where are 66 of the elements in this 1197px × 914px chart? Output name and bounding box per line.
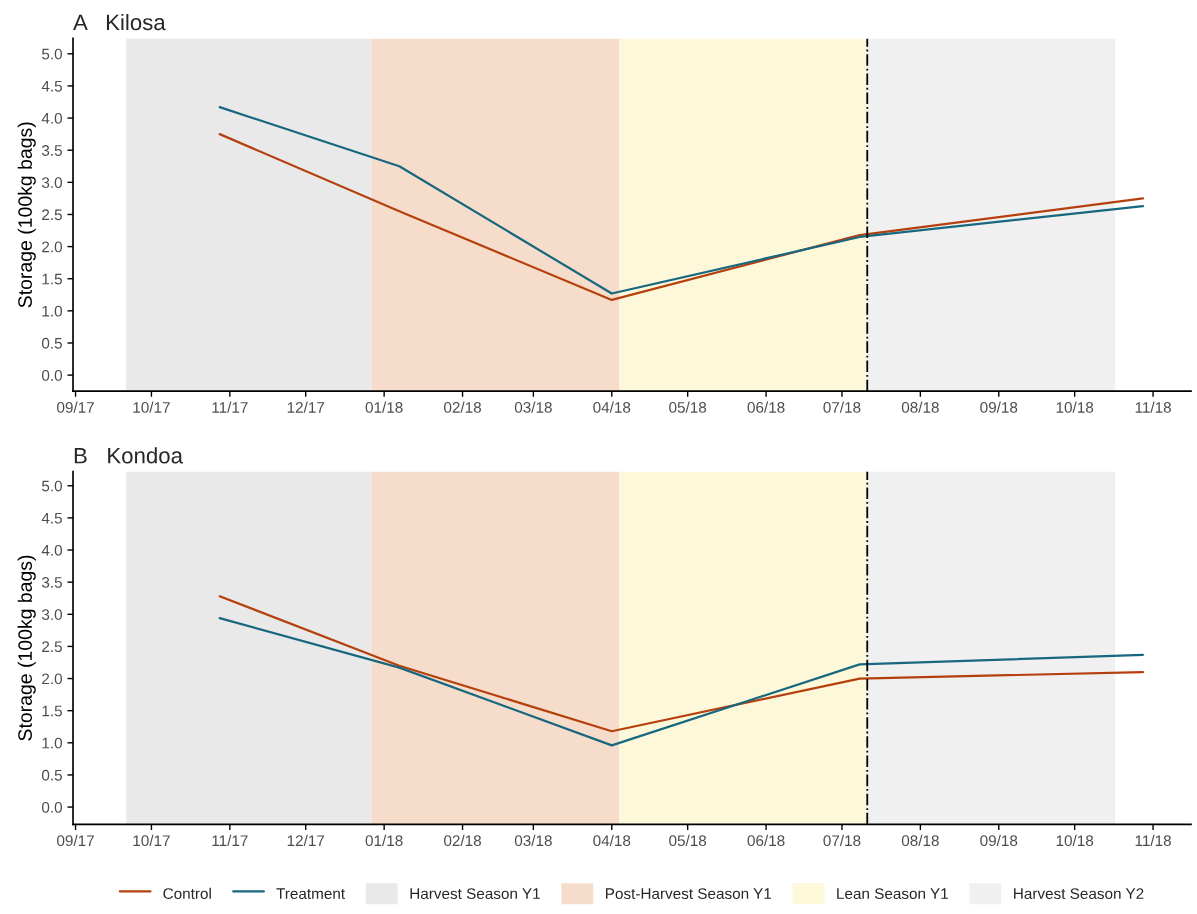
- legend-label: Treatment: [276, 888, 345, 900]
- y-tick-label: 2.5: [42, 641, 62, 653]
- chart-title: B Kondoa: [74, 447, 183, 464]
- y-tick-label: 0.0: [41, 369, 62, 381]
- y-tick-label: 2.0: [42, 241, 62, 253]
- y-tick-label: 3.0: [41, 177, 62, 189]
- y-tick-label: 4.5: [41, 80, 62, 92]
- x-tick-label: 07/18: [823, 401, 861, 413]
- y-tick-label: 0.0: [41, 801, 62, 813]
- legend-label: Harvest Season Y1: [410, 888, 540, 900]
- x-tick-label: 11/18: [1135, 401, 1171, 413]
- x-tick-label: 06/18: [747, 834, 785, 847]
- x-tick-label: 05/18: [669, 834, 707, 847]
- x-tick-label: 09/18: [980, 834, 1018, 847]
- y-axis-title: Storage (100kg bags): [17, 555, 36, 741]
- y-tick-label: 1.0: [42, 737, 62, 749]
- y-tick-label: 1.0: [42, 305, 62, 317]
- x-tick-label: 01/18: [365, 834, 403, 847]
- y-tick-label: 5.0: [41, 48, 62, 60]
- x-tick-label: 03/18: [514, 401, 552, 413]
- y-tick-label: 2.5: [42, 209, 62, 221]
- legend-label: Post-Harvest Season Y1: [606, 888, 772, 900]
- y-tick-label: 1.5: [42, 705, 62, 717]
- line-series: [218, 106, 1145, 295]
- x-tick-label: 08/18: [901, 401, 939, 413]
- y-tick-label: 0.5: [41, 769, 62, 781]
- x-tick-label: 09/18: [980, 401, 1018, 413]
- x-tick-label: 03/18: [514, 834, 552, 847]
- x-tick-label: 04/18: [593, 834, 631, 847]
- x-tick-label: 12/17: [287, 834, 325, 847]
- x-tick-label: 01/18: [365, 401, 403, 413]
- x-tick-label: 11/17: [212, 401, 248, 413]
- x-tick-label: 11/18: [1135, 834, 1171, 847]
- x-tick-label: 10/18: [1056, 834, 1094, 847]
- y-tick-label: 3.5: [41, 577, 62, 588]
- x-tick-label: 08/18: [901, 834, 939, 847]
- legend-label: Lean Season Y1: [837, 888, 948, 900]
- x-tick-label: 06/18: [747, 401, 785, 413]
- line-series: [218, 617, 1145, 747]
- y-tick-label: 3.5: [41, 145, 62, 156]
- chart-title: A Kilosa: [73, 13, 166, 31]
- x-tick-label: 10/17: [133, 834, 170, 847]
- x-tick-label: 10/18: [1056, 401, 1094, 413]
- y-tick-label: 4.0: [41, 112, 62, 124]
- x-tick-label: 07/18: [823, 834, 861, 847]
- x-tick-label: 10/17: [133, 401, 170, 413]
- x-tick-label: 05/18: [669, 401, 707, 413]
- y-axis-title: Storage (100kg bags): [17, 122, 36, 308]
- y-tick-label: 5.0: [41, 480, 62, 492]
- y-tick-label: 3.0: [41, 609, 62, 620]
- x-tick-label: 02/18: [444, 401, 481, 413]
- x-tick-label: 04/18: [593, 401, 631, 413]
- legend-label: Harvest Season Y2: [1014, 888, 1144, 900]
- x-tick-label: 02/18: [444, 834, 481, 847]
- x-tick-label: 12/17: [287, 401, 325, 413]
- y-tick-label: 1.5: [42, 273, 62, 285]
- y-tick-label: 0.5: [41, 337, 62, 349]
- x-tick-label: 09/17: [57, 834, 94, 847]
- y-tick-label: 2.0: [42, 673, 62, 685]
- y-tick-label: 4.0: [41, 544, 62, 556]
- x-tick-label: 09/17: [57, 401, 94, 413]
- line-series: [218, 595, 1145, 733]
- y-tick-label: 4.5: [41, 512, 62, 524]
- line-series: [218, 133, 1145, 302]
- x-tick-label: 11/17: [212, 834, 248, 847]
- legend-label: Control: [163, 887, 211, 900]
